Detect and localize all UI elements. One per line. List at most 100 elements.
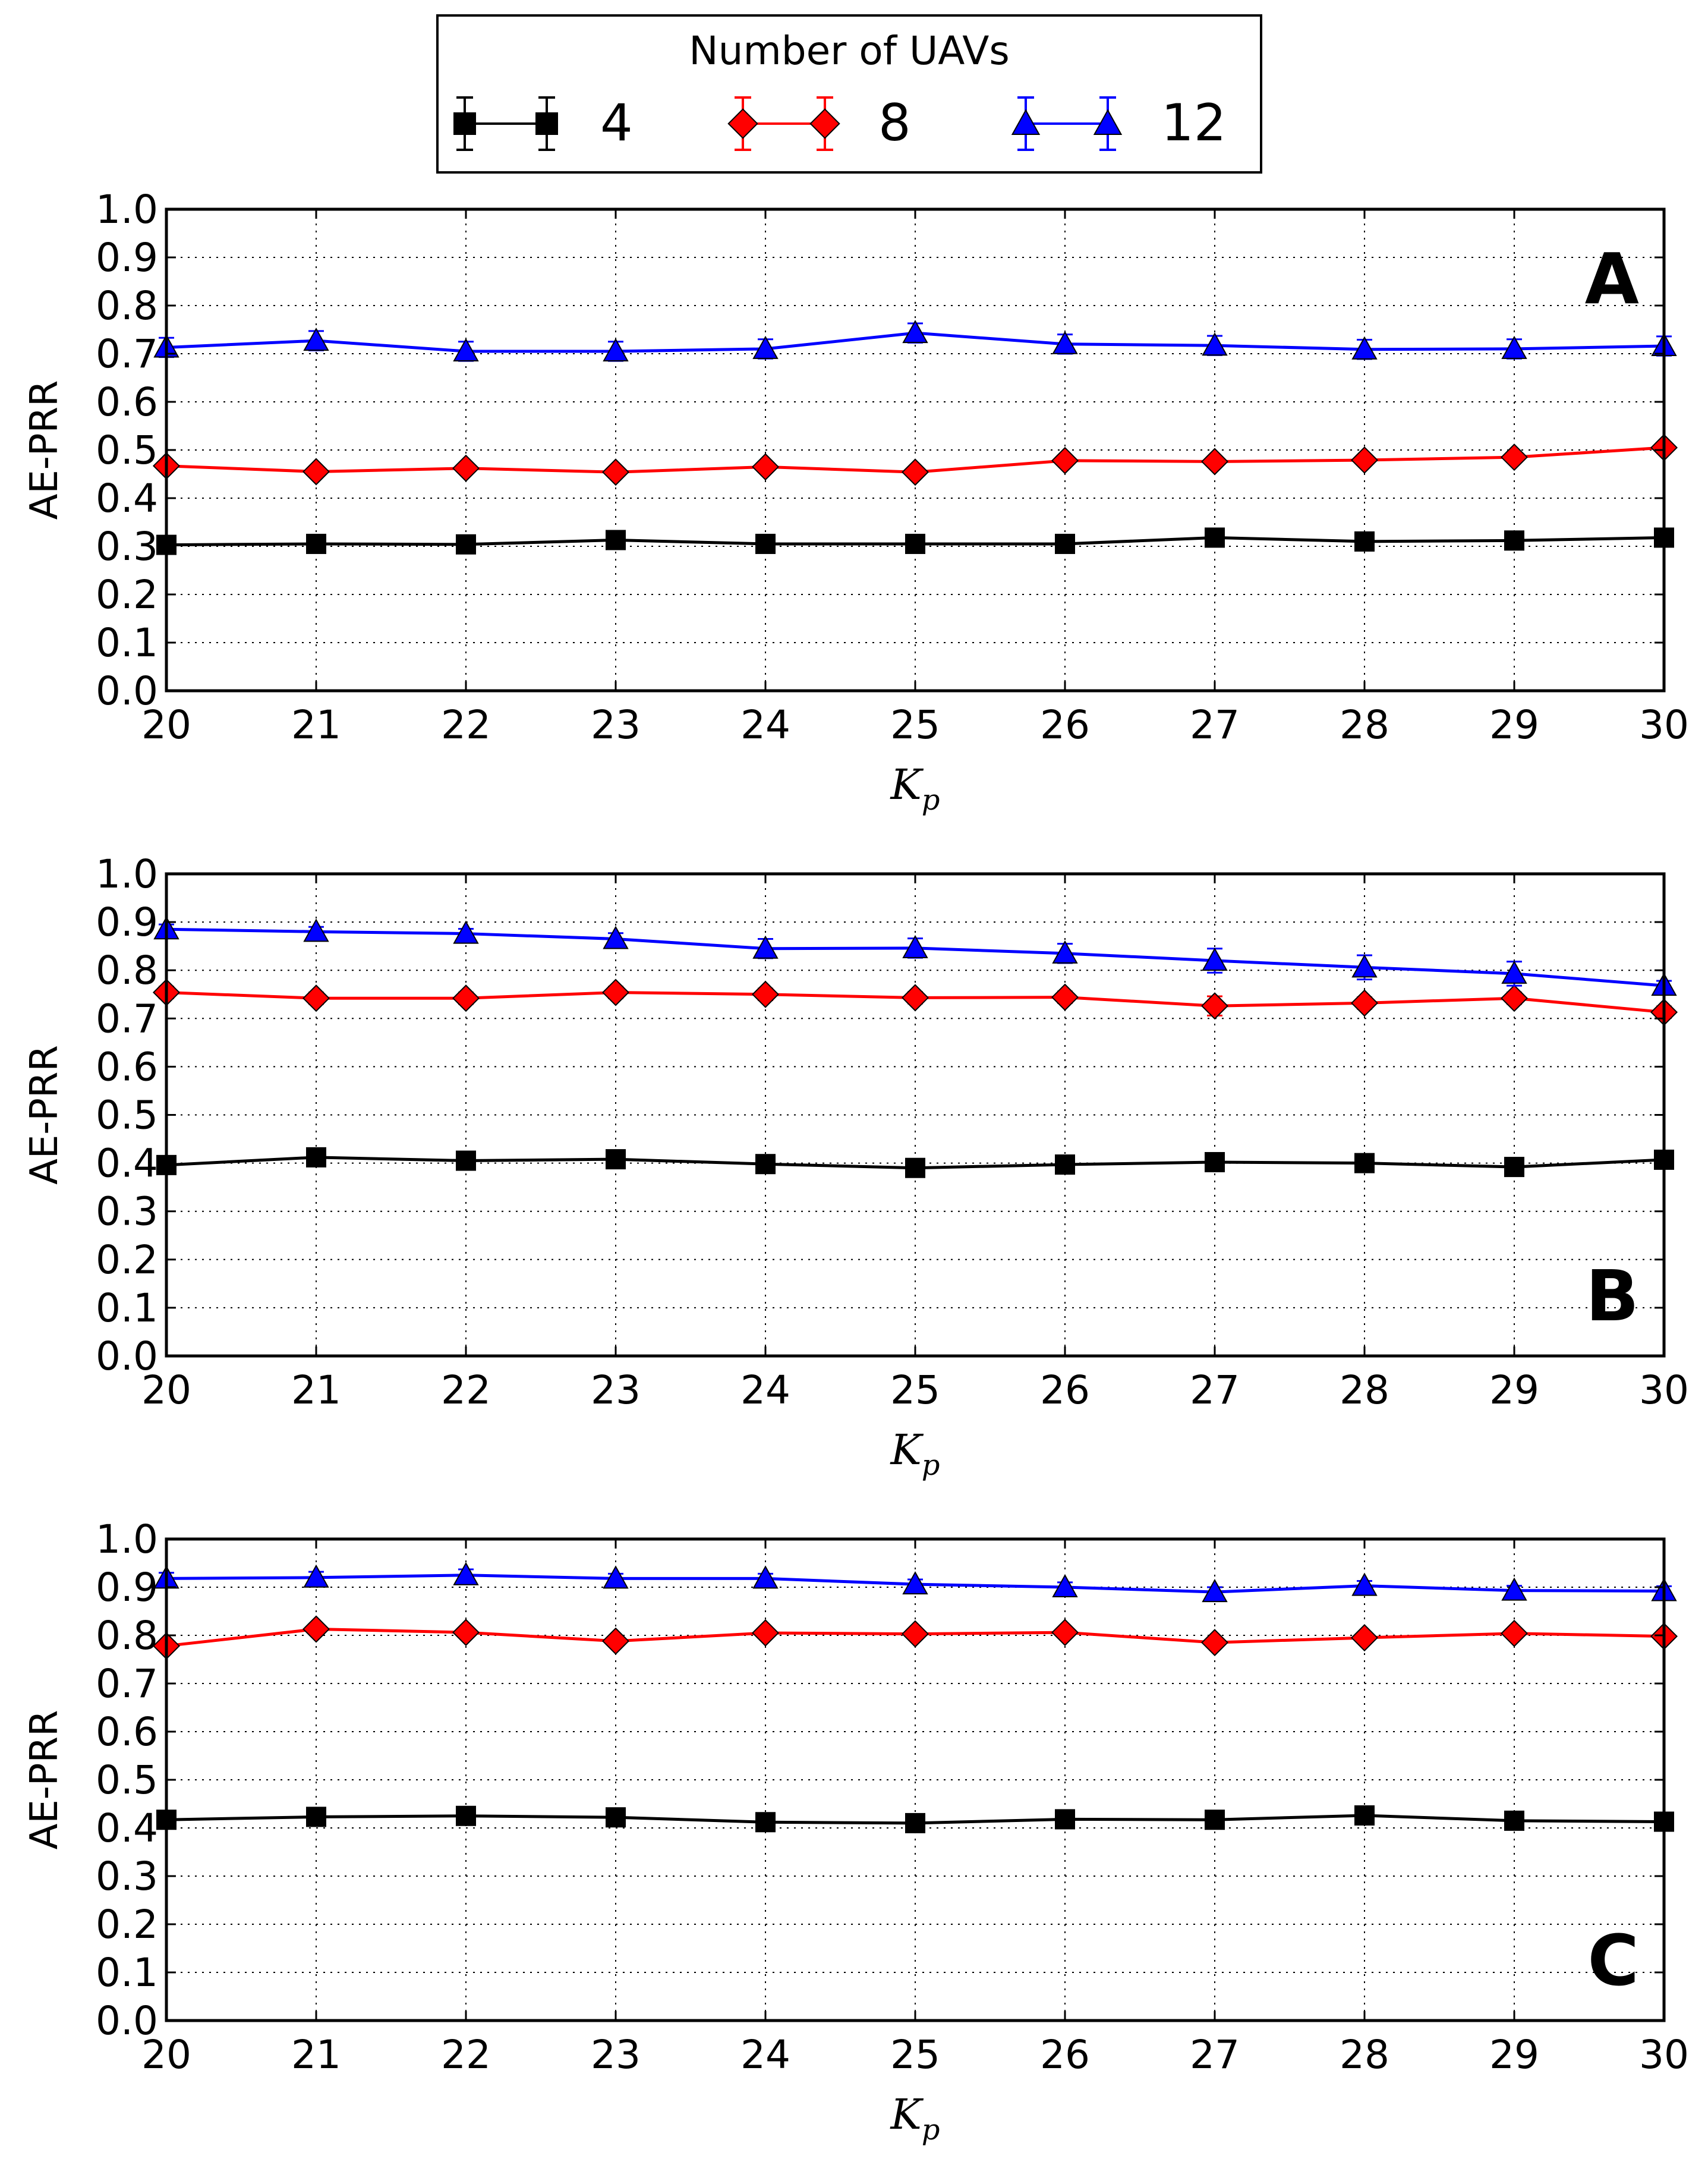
data-point xyxy=(1205,1810,1225,1830)
series-12 xyxy=(153,916,1677,996)
data-point xyxy=(1051,983,1079,1011)
legend-marker xyxy=(809,108,840,139)
data-point xyxy=(601,1627,630,1655)
data-point xyxy=(1354,1153,1375,1173)
panel-B: 20 21 22 23 24 25 26 27 28 29 30 0.00.10.20.30.40.5… xyxy=(23,851,1689,1482)
x-tick-label: 21 xyxy=(291,702,341,748)
data-point xyxy=(302,984,330,1012)
y-tick-label: 0.7 xyxy=(96,1661,158,1707)
y-axis-label: AE-PRR xyxy=(23,380,67,520)
legend-entries: 4 8 12 xyxy=(453,93,1226,153)
data-point xyxy=(752,1565,779,1589)
legend-marker xyxy=(1011,109,1041,135)
legend-marker xyxy=(1093,109,1123,135)
x-axis-label: Kp xyxy=(889,2090,940,2147)
series-8 xyxy=(152,433,1678,486)
y-tick-label: 0.9 xyxy=(96,1565,158,1610)
y-tick-label: 0.1 xyxy=(96,1950,158,1996)
y-tick-label: 0.7 xyxy=(96,331,158,377)
legend: Number of UAVs 4 8 12 xyxy=(436,14,1262,174)
legend-marker xyxy=(453,112,476,135)
data-point xyxy=(751,980,780,1008)
x-tick-label: 24 xyxy=(740,2032,790,2078)
x-tick-label: 23 xyxy=(591,702,641,748)
series-12 xyxy=(153,320,1677,362)
x-tick-label: 21 xyxy=(291,1367,341,1413)
legend-entry-8: 8 xyxy=(727,93,911,153)
y-tick-label: 0.0 xyxy=(96,668,158,714)
legend-label: 4 xyxy=(600,93,633,153)
legend-title: Number of UAVs xyxy=(689,28,1009,74)
data-point xyxy=(303,328,329,351)
y-tick-label: 0.2 xyxy=(96,1237,158,1283)
data-point xyxy=(905,533,925,554)
x-tick-label: 29 xyxy=(1489,2032,1539,2078)
data-point xyxy=(1350,989,1379,1017)
y-tick-label: 0.8 xyxy=(96,1613,158,1659)
x-tick-label: 23 xyxy=(591,2032,641,2078)
data-point xyxy=(302,458,330,486)
data-point xyxy=(603,926,629,949)
y-axis-label: AE-PRR xyxy=(23,1710,67,1850)
x-tick-label: 27 xyxy=(1190,702,1240,748)
data-point xyxy=(752,935,779,959)
data-point xyxy=(902,320,928,344)
data-point xyxy=(1500,443,1529,471)
y-tick-label: 0.4 xyxy=(96,1805,158,1851)
legend-entry-12: 12 xyxy=(1011,93,1226,153)
data-point xyxy=(755,1812,776,1833)
x-axis-label-sub: p xyxy=(922,1449,940,1482)
panel-A: 20 21 22 23 24 25 26 27 28 29 30 0.00.10.20.30.40.5… xyxy=(23,187,1689,817)
data-point xyxy=(755,1154,776,1175)
data-point xyxy=(606,1807,626,1828)
x-axis-label: Kp xyxy=(889,1425,940,1482)
y-tick-label: 0.6 xyxy=(96,1709,158,1755)
data-point xyxy=(606,1149,626,1170)
x-tick-label: 29 xyxy=(1489,702,1539,748)
y-tick-label: 0.0 xyxy=(96,1333,158,1379)
y-tick-label: 0.6 xyxy=(96,379,158,425)
y-tick-label: 0.5 xyxy=(96,1093,158,1138)
y-tick-label: 1.0 xyxy=(96,1516,158,1562)
y-tick-label: 0.3 xyxy=(96,1189,158,1235)
data-point xyxy=(1501,960,1527,984)
panels: 20 21 22 23 24 25 26 27 28 29 300.00.10.20.30.40.5… xyxy=(23,187,1689,2147)
data-point xyxy=(1202,1579,1228,1603)
y-tick-label: 0.5 xyxy=(96,427,158,473)
x-tick-label: 22 xyxy=(441,2032,491,2078)
x-axis-label-sub: p xyxy=(922,783,940,817)
series-8 xyxy=(152,978,1678,1026)
data-point xyxy=(452,1619,480,1647)
data-point xyxy=(1351,954,1378,978)
data-point xyxy=(302,1615,330,1643)
data-point xyxy=(1500,984,1529,1012)
y-tick-label: 1.0 xyxy=(96,187,158,232)
panel-C: 20 21 22 23 24 25 26 27 28 29 30 0.00.10.20.30.40.5… xyxy=(23,1516,1689,2147)
data-point xyxy=(1051,446,1079,474)
data-point xyxy=(1351,336,1378,360)
y-tick-label: 0.1 xyxy=(96,620,158,666)
data-point xyxy=(1055,533,1075,554)
x-tick-label: 30 xyxy=(1639,1367,1689,1413)
data-point xyxy=(1052,331,1078,354)
data-point xyxy=(1501,1577,1527,1601)
data-point xyxy=(601,458,630,486)
data-point xyxy=(1202,947,1228,971)
data-point xyxy=(1501,335,1527,359)
data-point xyxy=(1052,1574,1078,1597)
x-tick-label: 28 xyxy=(1340,702,1389,748)
data-point xyxy=(902,1571,928,1595)
y-tick-label: 0.6 xyxy=(96,1044,158,1090)
x-tick-label: 22 xyxy=(441,1367,491,1413)
y-tick-label: 0.0 xyxy=(96,1998,158,2044)
y-tick-label: 0.3 xyxy=(96,1854,158,1899)
x-tick-label: 24 xyxy=(740,702,790,748)
data-point xyxy=(456,534,476,555)
panel-label: B xyxy=(1586,1255,1639,1337)
x-tick-label: 20 xyxy=(141,702,191,748)
data-point xyxy=(1500,1619,1529,1647)
data-point xyxy=(453,338,479,361)
x-tick-label: 28 xyxy=(1340,2032,1389,2078)
data-point xyxy=(1354,531,1375,552)
y-tick-label: 0.9 xyxy=(96,899,158,945)
